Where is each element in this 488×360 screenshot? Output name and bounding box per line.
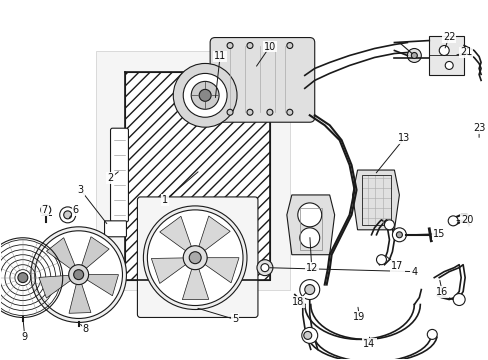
Text: 22: 22 xyxy=(442,32,454,41)
Circle shape xyxy=(301,328,317,343)
Circle shape xyxy=(286,42,292,49)
Circle shape xyxy=(299,280,319,300)
Polygon shape xyxy=(81,237,109,268)
Circle shape xyxy=(266,109,272,115)
Polygon shape xyxy=(199,216,230,251)
Text: 18: 18 xyxy=(291,297,304,306)
FancyBboxPatch shape xyxy=(104,221,126,237)
Text: 8: 8 xyxy=(82,324,88,334)
Circle shape xyxy=(60,207,76,223)
Text: 1: 1 xyxy=(162,195,168,205)
Circle shape xyxy=(31,227,126,323)
Circle shape xyxy=(396,232,402,238)
Text: 23: 23 xyxy=(472,123,484,133)
Polygon shape xyxy=(286,195,334,255)
Circle shape xyxy=(376,255,386,265)
Circle shape xyxy=(299,228,319,248)
Circle shape xyxy=(303,332,311,339)
Text: 10: 10 xyxy=(263,41,275,51)
Circle shape xyxy=(189,252,201,264)
Text: 13: 13 xyxy=(397,133,409,143)
Text: 5: 5 xyxy=(231,314,238,324)
Polygon shape xyxy=(352,170,399,230)
Circle shape xyxy=(68,265,88,285)
Circle shape xyxy=(407,49,421,62)
Circle shape xyxy=(304,285,314,294)
FancyBboxPatch shape xyxy=(210,37,314,122)
Polygon shape xyxy=(125,72,269,280)
Text: 17: 17 xyxy=(390,261,403,271)
Text: 16: 16 xyxy=(435,287,447,297)
Circle shape xyxy=(392,228,406,242)
FancyBboxPatch shape xyxy=(110,128,128,222)
Circle shape xyxy=(74,270,83,280)
Circle shape xyxy=(246,109,252,115)
Circle shape xyxy=(147,210,243,306)
Polygon shape xyxy=(46,238,75,269)
Circle shape xyxy=(35,231,122,319)
Text: 11: 11 xyxy=(214,51,226,62)
Polygon shape xyxy=(69,284,91,313)
Text: 4: 4 xyxy=(410,267,417,276)
Circle shape xyxy=(143,206,246,310)
Circle shape xyxy=(199,89,211,101)
Circle shape xyxy=(18,273,28,283)
Circle shape xyxy=(438,45,448,55)
Circle shape xyxy=(427,329,436,339)
Text: 15: 15 xyxy=(432,229,445,239)
Polygon shape xyxy=(151,258,185,283)
Text: 7: 7 xyxy=(41,205,48,215)
Text: 3: 3 xyxy=(78,185,83,195)
FancyBboxPatch shape xyxy=(137,197,258,318)
Polygon shape xyxy=(95,50,289,289)
Polygon shape xyxy=(39,275,70,298)
Text: 6: 6 xyxy=(72,205,79,215)
Circle shape xyxy=(226,109,233,115)
Circle shape xyxy=(410,53,416,58)
Polygon shape xyxy=(204,258,239,283)
Text: 12: 12 xyxy=(305,263,317,273)
Polygon shape xyxy=(428,36,463,75)
Text: 2: 2 xyxy=(107,173,113,183)
Polygon shape xyxy=(182,269,208,300)
Circle shape xyxy=(246,42,252,49)
Polygon shape xyxy=(160,216,191,251)
Text: 21: 21 xyxy=(459,48,471,58)
Circle shape xyxy=(286,109,292,115)
Text: 14: 14 xyxy=(363,339,375,349)
Text: 9: 9 xyxy=(22,332,28,342)
Circle shape xyxy=(444,62,452,69)
Circle shape xyxy=(183,246,207,270)
Circle shape xyxy=(173,63,237,127)
Circle shape xyxy=(297,203,321,227)
Circle shape xyxy=(256,260,272,276)
Circle shape xyxy=(447,216,457,226)
Circle shape xyxy=(41,205,51,215)
Text: 20: 20 xyxy=(460,215,472,225)
Circle shape xyxy=(452,293,464,306)
Circle shape xyxy=(226,42,233,49)
Circle shape xyxy=(183,73,226,117)
Polygon shape xyxy=(87,275,118,296)
Circle shape xyxy=(384,220,394,230)
Circle shape xyxy=(63,211,72,219)
Circle shape xyxy=(266,42,272,49)
Circle shape xyxy=(261,264,268,272)
Circle shape xyxy=(191,81,219,109)
Text: 19: 19 xyxy=(353,312,365,323)
